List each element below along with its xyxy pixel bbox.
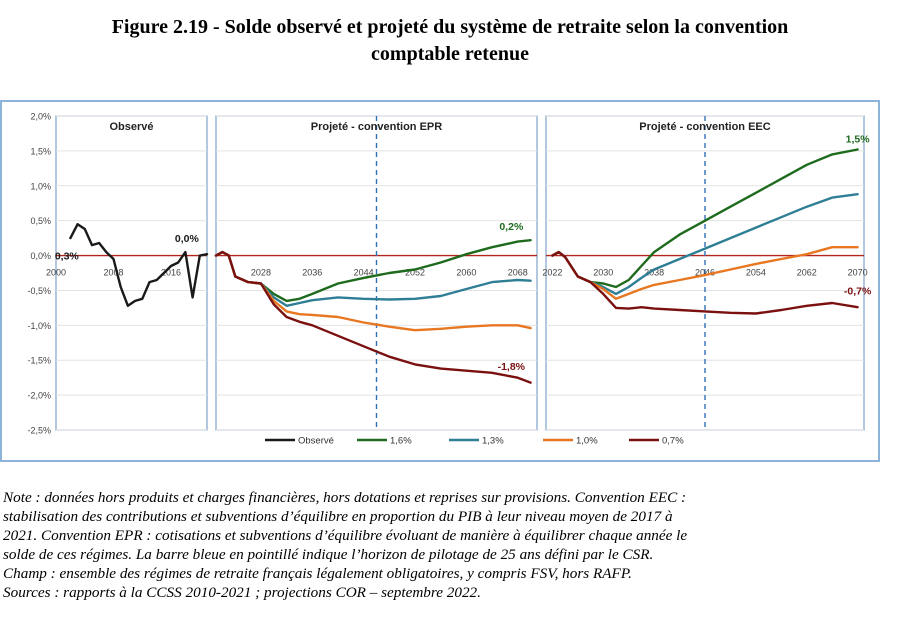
x-tick-label: 2044 xyxy=(354,268,374,278)
panel-epr: 2028 2036 2044 2052 2060 2068 Projeté - conven… xyxy=(214,115,538,431)
figure-title-line2: comptable retenue xyxy=(371,43,529,65)
legend-label: 1,0% xyxy=(576,436,598,447)
panel-title-obs: Observé xyxy=(109,121,153,133)
legend: Observé 1,6% 1,3% 1,0% 0,7% xyxy=(265,436,684,447)
y-tick-label: -0,5% xyxy=(27,286,51,296)
x-tick-label: 2038 xyxy=(644,268,664,278)
panel-eec: 2022 2030 2038 2046 2054 2062 2070 Projeté - co… xyxy=(542,115,872,431)
figure-title-line1: Figure 2.19 - Solde observé et projeté d… xyxy=(111,16,789,38)
y-tick-label: -2,5% xyxy=(27,426,51,436)
legend-label: 1,3% xyxy=(482,436,504,447)
note-line-1: Note : données hors produits et charges … xyxy=(3,489,687,506)
y-tick-label: -1,5% xyxy=(27,356,51,366)
legend-label: 0,7% xyxy=(662,436,684,447)
figure-notes: Note : données hors produits et charges … xyxy=(3,488,895,602)
x-tick-label: 2022 xyxy=(542,268,562,278)
data-label: 0,3% xyxy=(55,251,80,263)
x-tick-label: 2052 xyxy=(405,268,425,278)
x-tick-label: 2046 xyxy=(695,268,715,278)
note-line-3: 2021. Convention EPR : cotisations et su… xyxy=(3,527,688,544)
x-tick-label: 2028 xyxy=(251,268,271,278)
data-label: 0,2% xyxy=(499,221,524,233)
y-tick-label: 2,0% xyxy=(30,112,51,122)
note-line-4: solde de ces régimes. La barre bleue en … xyxy=(3,546,654,563)
y-tick-label: -2,0% xyxy=(27,391,51,401)
x-tick-label: 2036 xyxy=(302,268,322,278)
x-tick-label: 2008 xyxy=(104,268,124,278)
panel-box-obs xyxy=(55,115,208,431)
x-tick-label: 2030 xyxy=(593,268,613,278)
x-tick-label: 2062 xyxy=(797,268,817,278)
x-tick-label: 2060 xyxy=(456,268,476,278)
y-tick-label: 0,0% xyxy=(30,251,51,261)
x-tick-label: 2000 xyxy=(46,268,66,278)
x-tick-label: 2054 xyxy=(746,268,766,278)
legend-item-1-0: 1,0% xyxy=(543,436,598,447)
note-line-2: stabilisation des contributions et subve… xyxy=(3,508,673,525)
legend-item-1-6: 1,6% xyxy=(357,436,412,447)
x-tick-label: 2068 xyxy=(508,268,528,278)
y-tick-label: 1,0% xyxy=(30,181,51,191)
figure-title: Figure 2.19 - Solde observé et projeté d… xyxy=(0,14,900,68)
legend-item-1-3: 1,3% xyxy=(449,436,504,447)
legend-label: 1,6% xyxy=(390,436,412,447)
series-line-0-7 xyxy=(551,250,859,315)
data-label: 1,5% xyxy=(846,133,871,145)
legend-item-observ: Observé xyxy=(265,436,334,447)
series-line-0-7 xyxy=(214,250,532,384)
x-tick-label: 2070 xyxy=(848,268,868,278)
note-line-6: Sources : rapports à la CCSS 2010-2021 ;… xyxy=(3,584,481,601)
y-axis: 2,0% 1,5% 1,0% 0,5% 0,0% -0,5% -1,0% -1,5% -2,0%… xyxy=(27,112,51,436)
y-tick-label: 0,5% xyxy=(30,216,51,226)
y-tick-label: 1,5% xyxy=(30,146,51,156)
y-tick-label: -1,0% xyxy=(27,321,51,331)
note-line-5: Champ : ensemble des régimes de retraite… xyxy=(3,565,632,582)
data-label: -0,7% xyxy=(844,285,872,297)
legend-label: Observé xyxy=(298,436,334,447)
legend-item-0-7: 0,7% xyxy=(629,436,684,447)
data-label: 0,0% xyxy=(175,233,200,245)
x-tick-label: 2016 xyxy=(161,268,181,278)
panel-title-eec: Projeté - convention EEC xyxy=(639,121,770,133)
panel-title-epr: Projeté - convention EPR xyxy=(311,121,442,133)
panel-obs: 2000 2008 2016 Observé 0,3% 0,0% xyxy=(46,115,209,431)
series-line-observ xyxy=(69,223,209,307)
data-label: -1,8% xyxy=(498,361,526,373)
